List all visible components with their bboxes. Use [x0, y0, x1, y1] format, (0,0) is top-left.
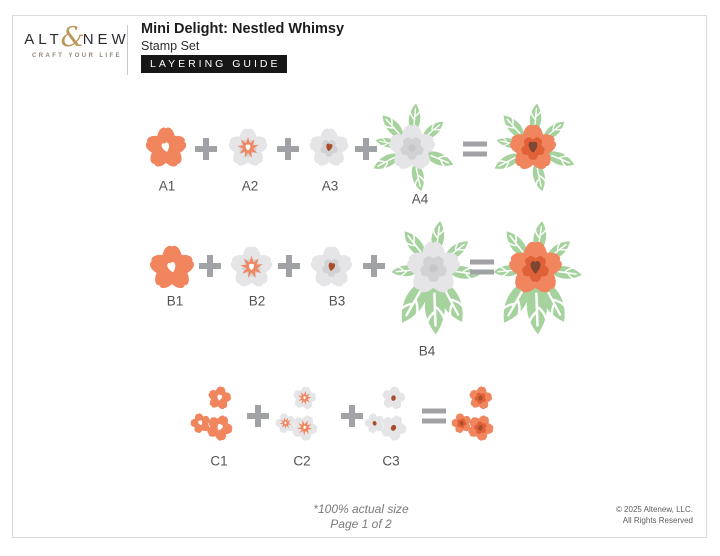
plus-icon [247, 405, 269, 427]
page-number: Page 1 of 2 [330, 517, 392, 532]
footer-note: *100% actual size Page 1 of 2 [313, 502, 408, 533]
brand-text-pre: ALT [24, 31, 63, 48]
plus-icon [341, 405, 363, 427]
flower-stamp-a1 [143, 125, 189, 171]
stamp-label: A2 [241, 178, 259, 194]
plus-icon [363, 255, 385, 277]
flower-result-a [487, 102, 579, 194]
plus-icon [199, 255, 221, 277]
brand-text-post: NEW [82, 31, 130, 48]
plus-icon [355, 138, 377, 160]
brand-wordmark: ALT & NEW [24, 22, 130, 53]
flower-stamp-b4 [384, 219, 483, 337]
flower-stamp-b2 [228, 244, 275, 291]
layering-guide-badge: LAYERING GUIDE [141, 55, 287, 73]
brand-tagline: CRAFT YOUR LIFE [32, 53, 122, 59]
flower-stamp-a4 [366, 102, 458, 194]
stamp-label: A3 [321, 178, 339, 194]
copyright-line2: All Rights Reserved [622, 515, 693, 525]
plus-icon [277, 138, 299, 160]
stamp-label: B4 [418, 343, 436, 359]
stamp-label: A1 [158, 178, 176, 194]
flower-stamp-b3 [308, 244, 355, 291]
stamp-label: C1 [210, 453, 228, 469]
cluster-stamp-c2 [271, 381, 329, 453]
cluster-result-c [447, 381, 505, 453]
equals-icon [463, 141, 487, 157]
stamp-label: A4 [411, 191, 429, 207]
altenew-logo: ALT & NEW CRAFT YOUR LIFE [24, 22, 130, 59]
stamp-label: C2 [293, 453, 311, 469]
stamp-label: B3 [328, 293, 346, 309]
stamp-label: B1 [166, 293, 184, 309]
page-title: Mini Delight: Nestled Whimsy [141, 21, 345, 37]
equals-icon [422, 408, 446, 424]
equals-icon [470, 259, 494, 275]
header-divider [127, 25, 128, 75]
flower-result-b [486, 219, 585, 337]
stamp-label: B2 [248, 293, 266, 309]
stamp-label: C3 [382, 453, 400, 469]
ampersand-icon: & [60, 22, 85, 53]
page-subtitle: Stamp Set [141, 39, 200, 53]
cluster-stamp-c1 [186, 381, 244, 453]
actual-size-note: *100% actual size [313, 502, 409, 516]
copyright-line1: © 2025 Altenew, LLC. [615, 505, 693, 514]
flower-stamp-a3 [307, 126, 351, 170]
copyright: © 2025 Altenew, LLC. All Rights Reserved [616, 505, 693, 527]
plus-icon [195, 138, 217, 160]
page-border [12, 15, 707, 538]
flower-stamp-a2 [226, 126, 270, 170]
flower-stamp-b1 [147, 243, 197, 293]
cluster-stamp-c3 [360, 381, 418, 453]
plus-icon [278, 255, 300, 277]
